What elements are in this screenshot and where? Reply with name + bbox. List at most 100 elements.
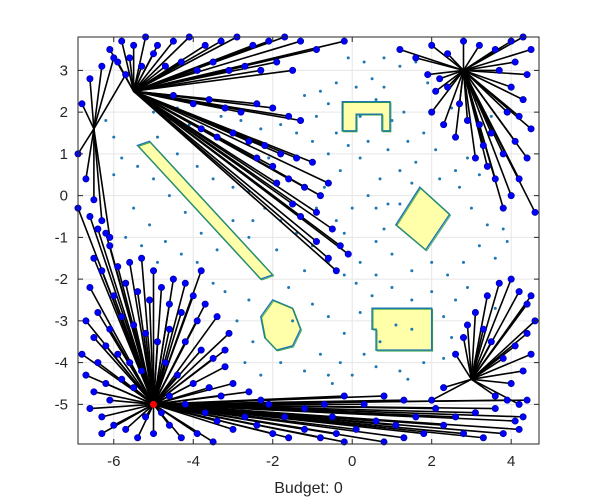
tree-edge	[427, 69, 464, 76]
tree-edge	[133, 387, 155, 405]
tree-node	[181, 279, 189, 287]
tree-node	[428, 396, 436, 404]
root-point-start	[150, 400, 158, 408]
y-tick-label: -2	[55, 271, 68, 288]
sample-point	[485, 223, 489, 227]
tree-node	[78, 100, 86, 108]
sample-point	[477, 244, 481, 248]
tree-node	[352, 425, 360, 433]
sample-point	[342, 273, 346, 277]
tree-node	[332, 430, 340, 438]
tree-node	[471, 409, 479, 417]
tree-node	[499, 430, 507, 438]
tree-node	[479, 325, 487, 333]
tree-edge	[133, 69, 293, 93]
tree-node	[452, 413, 460, 421]
sample-point	[251, 340, 255, 344]
sample-point	[382, 85, 386, 89]
tree-node	[193, 317, 201, 325]
tree-node	[273, 179, 281, 187]
sample-point	[155, 135, 159, 139]
tree-node	[428, 41, 436, 49]
sample-point	[398, 64, 402, 68]
tree-node	[452, 350, 460, 358]
sample-point	[442, 315, 446, 319]
sample-point	[390, 252, 394, 256]
tree-node	[440, 384, 448, 392]
tree-node	[495, 66, 503, 74]
tree-node	[487, 129, 495, 137]
tree-node	[201, 409, 209, 417]
tree-node	[312, 238, 320, 246]
tree-node	[142, 413, 150, 421]
sample-point	[124, 235, 128, 239]
tree-node	[193, 66, 201, 74]
tree-edge	[133, 61, 277, 93]
sample-point	[366, 194, 370, 198]
obstacle-outline-top-box	[342, 102, 392, 133]
tree-node	[98, 62, 106, 70]
tree-edge	[153, 403, 289, 439]
tree-edge	[133, 90, 313, 163]
tree-node	[316, 192, 324, 200]
y-tick-label: 0	[60, 188, 68, 205]
tree-node	[523, 300, 531, 308]
sample-point	[326, 373, 330, 377]
tree-node	[328, 225, 336, 233]
sample-point	[287, 285, 291, 289]
tree-edge	[101, 403, 154, 435]
tree-node	[324, 179, 332, 187]
tree-node	[161, 359, 169, 367]
tree-node	[523, 396, 531, 404]
tree-edge	[128, 362, 155, 405]
tree-node	[86, 75, 94, 83]
obstacle-right-box	[371, 307, 433, 351]
tree-node	[503, 396, 511, 404]
sample-point	[231, 219, 235, 223]
sample-point	[259, 373, 263, 377]
tree-node	[289, 200, 297, 208]
sample-point	[195, 260, 199, 264]
tree-node	[301, 183, 309, 191]
tree-node	[340, 37, 348, 45]
sample-point	[314, 114, 318, 118]
sample-point	[414, 160, 418, 164]
tree-node	[229, 425, 237, 433]
sample-point	[382, 56, 386, 60]
sample-point	[374, 206, 378, 210]
tree-edge	[133, 90, 258, 159]
tree-node	[459, 37, 467, 45]
tree-edge	[463, 61, 516, 72]
tree-node	[475, 121, 483, 129]
tree-node	[432, 87, 440, 95]
tree-node	[82, 175, 90, 183]
tree-node	[94, 359, 102, 367]
sample-point	[465, 156, 469, 160]
tree-node	[511, 58, 519, 66]
tree-edge	[463, 69, 512, 88]
tree-node	[316, 434, 324, 442]
tree-node	[197, 125, 205, 133]
y-tick-label: 1	[60, 146, 68, 163]
sample-point	[370, 77, 374, 81]
tree-node	[491, 405, 499, 413]
tree-edge	[89, 78, 95, 129]
tree-node	[142, 329, 150, 337]
sample-point	[334, 219, 338, 223]
tree-node	[114, 350, 122, 358]
sample-point	[342, 231, 346, 235]
tree-node	[78, 350, 86, 358]
sample-point	[152, 177, 156, 181]
sample-point	[330, 381, 334, 385]
tree-node	[94, 309, 102, 317]
x-axis-label: Budget: 0	[274, 480, 343, 497]
sample-point	[334, 81, 338, 85]
tree-node	[428, 108, 436, 116]
sample-point	[215, 248, 219, 252]
sample-point	[394, 323, 398, 327]
tree-edges	[77, 36, 536, 443]
tree-edge	[152, 329, 171, 405]
tree-node	[515, 175, 523, 183]
tree-node	[114, 58, 122, 66]
tree-node	[257, 66, 265, 74]
